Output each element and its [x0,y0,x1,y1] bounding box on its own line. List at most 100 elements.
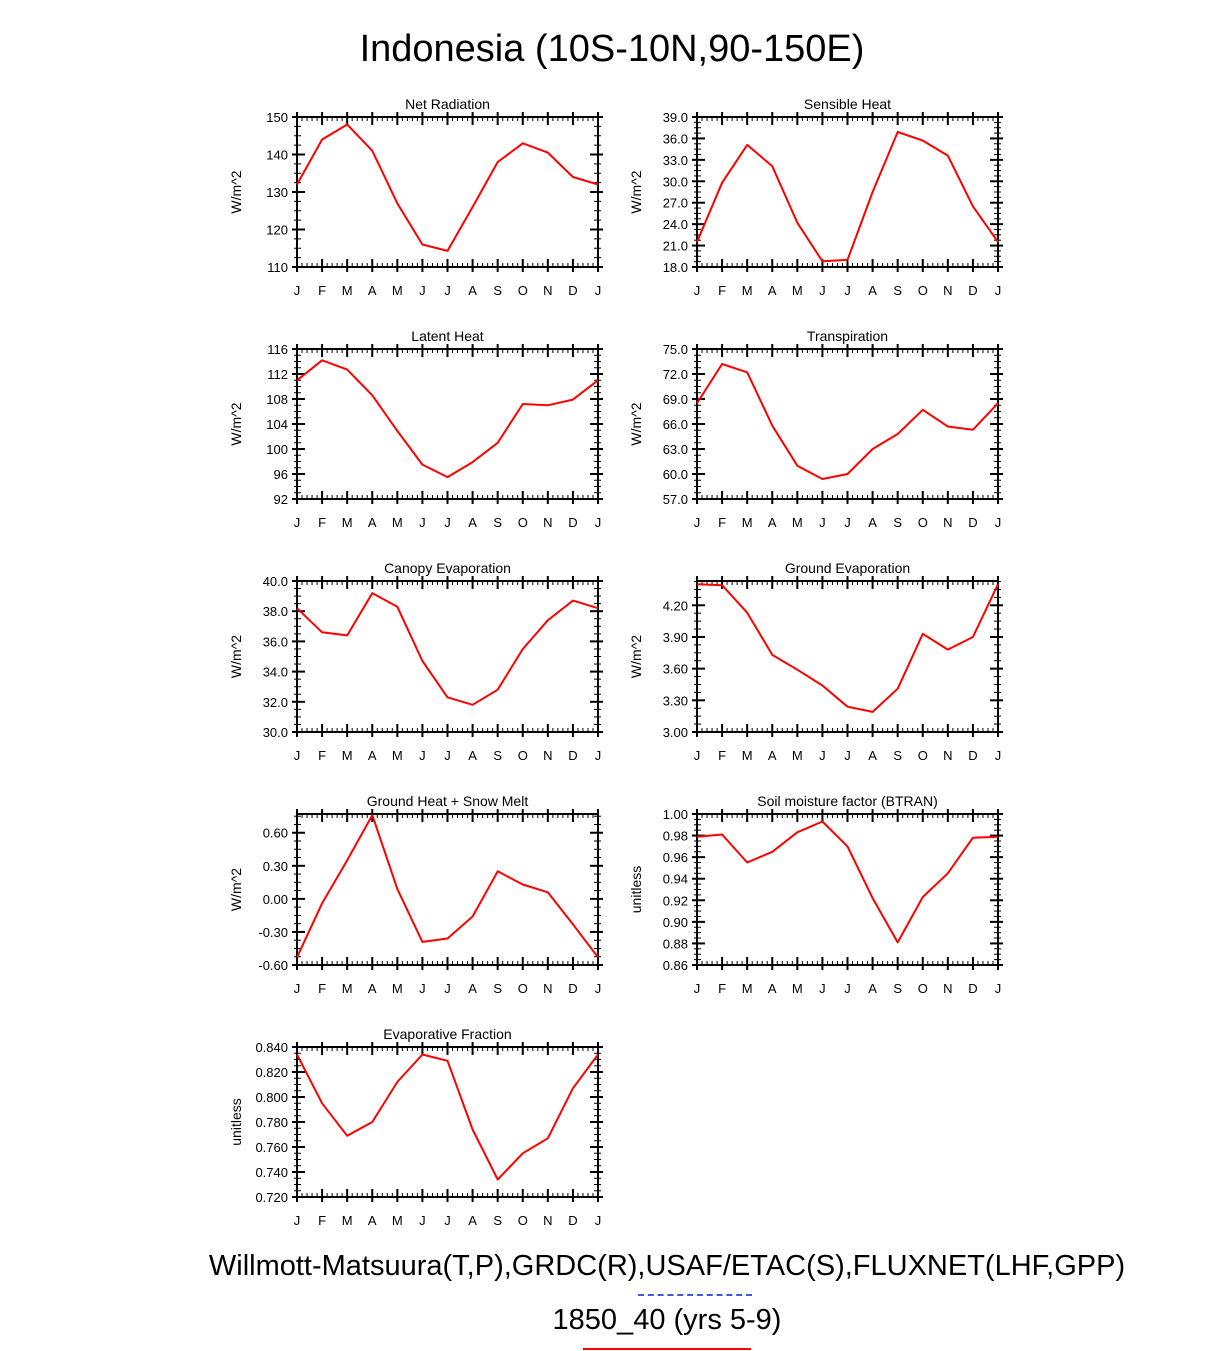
y-tick-label: 39.0 [663,110,688,125]
series-line [296,123,599,252]
x-tick-label: J [444,981,451,996]
y-tick-label: 96 [274,467,288,482]
x-tick-label: M [392,515,403,530]
x-tick-label: J [595,515,602,530]
y-tick-label: 57.0 [663,492,688,507]
x-tick-label: A [368,748,377,763]
x-tick-label: D [568,1213,577,1228]
y-tick-label: 92 [274,492,288,507]
y-tick-label: 30.0 [263,725,288,740]
x-tick-label: J [444,515,451,530]
series-line [296,1053,599,1181]
y-tick-label: 30.0 [663,174,688,189]
y-tick-label: 0.86 [663,958,688,973]
series-line [696,131,999,263]
x-tick-label: M [392,1213,403,1228]
plot-frame [296,813,599,966]
y-tick-label: 36.0 [263,634,288,649]
panel-title: Canopy Evaporation [384,560,511,576]
x-tick-label: J [595,283,602,298]
x-tick-label: S [893,515,902,530]
plot-frame [296,116,599,268]
y-tick-label: 0.90 [663,915,688,930]
y-tick-label: 0.00 [263,892,288,907]
y-axis-label: W/m^2 [228,868,244,911]
x-tick-label: A [468,283,477,298]
x-tick-label: A [768,515,777,530]
x-tick-label: F [318,981,326,996]
x-tick-label: J [995,981,1002,996]
y-tick-label: -0.30 [258,925,288,940]
reference-dataset-label: Willmott-Matsuura(T,P),GRDC(R),USAF/ETAC… [208,1250,1126,1282]
x-tick-label: F [318,1213,326,1228]
x-tick-label: N [943,981,952,996]
y-axis-label: W/m^2 [228,170,244,213]
series-line [696,363,999,480]
series-line [696,820,999,944]
x-tick-label: J [595,748,602,763]
x-tick-label: N [543,1213,552,1228]
panel-title: Ground Evaporation [785,560,910,576]
x-tick-label: O [518,283,528,298]
x-tick-label: A [868,283,877,298]
x-tick-label: J [844,283,851,298]
plot-frame [696,116,999,268]
x-tick-label: N [543,283,552,298]
y-tick-label: 104 [266,417,288,432]
x-tick-label: O [918,515,928,530]
x-tick-label: M [792,515,803,530]
x-tick-label: J [444,1213,451,1228]
plot-frame [696,813,999,966]
y-tick-label: 3.60 [663,662,688,677]
y-tick-label: 0.760 [255,1140,288,1155]
x-tick-label: D [968,981,977,996]
y-tick-label: 0.60 [263,826,288,841]
x-tick-label: J [995,515,1002,530]
x-tick-label: O [918,283,928,298]
y-tick-label: 3.00 [663,725,688,740]
x-tick-label: O [518,515,528,530]
x-tick-label: A [868,515,877,530]
y-tick-label: 0.800 [255,1090,288,1105]
x-tick-label: A [768,748,777,763]
x-tick-label: J [844,515,851,530]
panel-title: Evaporative Fraction [383,1026,511,1042]
y-axis-label: unitless [228,1098,244,1145]
y-axis-label: W/m^2 [628,635,644,678]
x-tick-label: M [342,748,353,763]
y-tick-label: 130 [266,185,288,200]
x-tick-label: O [518,748,528,763]
y-tick-label: 18.0 [663,260,688,275]
x-tick-label: J [419,515,426,530]
x-tick-label: J [595,981,602,996]
y-axis-label: W/m^2 [228,402,244,445]
x-tick-label: F [318,748,326,763]
x-tick-label: S [493,283,502,298]
x-tick-label: M [792,981,803,996]
y-tick-label: 60.0 [663,467,688,482]
x-tick-label: M [742,748,753,763]
x-tick-label: F [718,981,726,996]
x-tick-label: J [694,515,701,530]
model-case-label: 1850_40 (yrs 5-9) [552,1304,782,1336]
x-tick-label: A [768,283,777,298]
x-tick-label: M [342,981,353,996]
y-tick-label: 0.840 [255,1040,288,1055]
x-tick-label: A [468,748,477,763]
y-tick-label: 33.0 [663,153,688,168]
y-tick-label: 0.720 [255,1190,288,1205]
x-tick-label: D [968,283,977,298]
y-axis-label: unitless [628,866,644,913]
x-tick-label: J [694,283,701,298]
x-tick-label: M [342,283,353,298]
x-tick-label: J [844,748,851,763]
x-tick-label: J [294,748,301,763]
x-tick-label: A [368,515,377,530]
y-tick-label: 34.0 [263,665,288,680]
x-tick-label: N [543,981,552,996]
